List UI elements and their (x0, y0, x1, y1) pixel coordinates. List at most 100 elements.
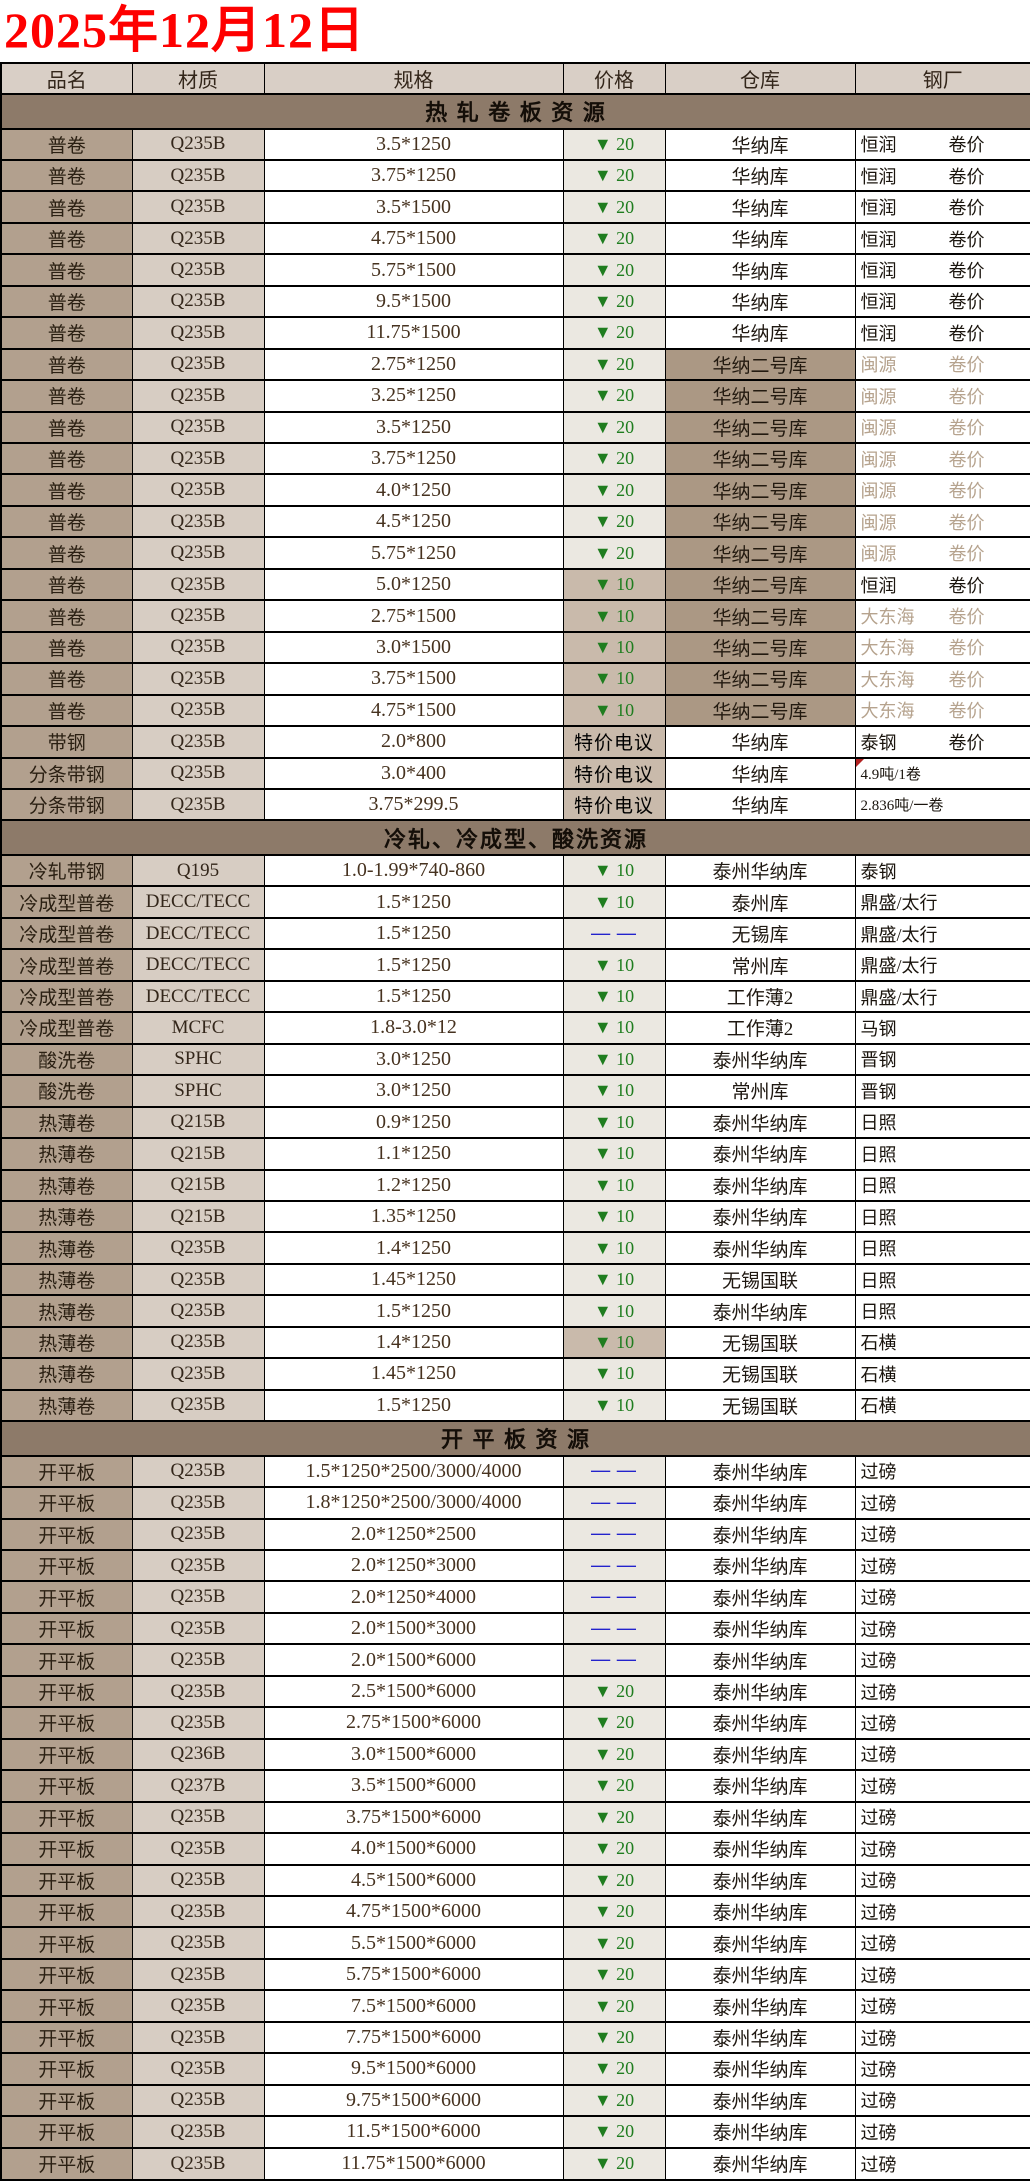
grade-cell: Q235B (131, 473, 265, 507)
warehouse-cell: 华纳二号库 (664, 599, 856, 633)
grade-cell: Q236B (131, 1737, 265, 1772)
price-cell: ▼ 10 (562, 885, 666, 919)
price-cell: ▼ 20 (562, 379, 666, 413)
table-row: 开平板 Q235B 5.75*1500*6000 ▼ 20 泰州华纳库 过磅 (0, 1957, 1030, 1992)
mill-cell: 日照 (854, 1294, 1030, 1328)
mill-cell: 石横 (854, 1388, 1030, 1423)
table-row: 普卷 Q235B 4.0*1250 ▼ 20 华纳二号库 闽源 卷价 (0, 473, 1030, 507)
warehouse-cell: 华纳库 (664, 316, 856, 350)
price-cell: ▼ 20 (562, 1957, 666, 1992)
grade-cell: Q215B (131, 1168, 265, 1202)
product-name-cell: 开平板 (0, 1706, 133, 1740)
price-cell: ▼ 20 (562, 347, 666, 382)
mill-name: 过磅 (860, 1682, 897, 1703)
grade-cell: Q235B (131, 693, 265, 728)
grade-cell: Q235B (131, 1388, 265, 1423)
spec-cell: 2.0*1500*6000 (263, 1643, 564, 1677)
spec-cell: 1.4*1250 (263, 1325, 564, 1360)
table-row: 开平板 Q235B 5.5*1500*6000 ▼ 20 泰州华纳库 过磅 (0, 1926, 1030, 1960)
mill-name: 日照 (860, 1270, 897, 1291)
grade-cell: SPHC (131, 1074, 265, 1108)
mill-cell: 恒润 卷价 (854, 127, 1030, 161)
product-name-cell: 普卷 (0, 473, 133, 507)
warehouse-cell: 泰州华纳库 (664, 1486, 856, 1520)
mill-cell: 恒润 卷价 (854, 567, 1030, 602)
warehouse-cell: 华纳库 (664, 253, 856, 287)
product-name-cell: 开平板 (0, 1769, 133, 1803)
warehouse-cell: 泰州华纳库 (664, 2115, 856, 2149)
spec-cell: 1.35*1250 (263, 1199, 564, 1234)
warehouse-cell: 泰州华纳库 (664, 1957, 856, 1992)
price-cell: ▼ 20 (562, 1769, 666, 1803)
mill-name: 恒润 (860, 135, 897, 156)
spec-cell: 1.45*1250 (263, 1262, 564, 1297)
spec-cell: 2.5*1500*6000 (263, 1674, 564, 1709)
mill-name: 马钢 (860, 1018, 897, 1039)
spec-cell: 3.75*1500 (263, 662, 564, 696)
table-row: 开平板 Q235B 7.75*1500*6000 ▼ 20 泰州华纳库 过磅 (0, 2020, 1030, 2055)
warehouse-cell: 泰州华纳库 (664, 1580, 856, 1614)
spec-cell: 1.45*1250 (263, 1357, 564, 1391)
mill-name: 恒润 (860, 166, 897, 187)
product-name-cell: 开平板 (0, 2052, 133, 2086)
mill-name: 大东海 (860, 638, 915, 659)
price-cell: ▼ 10 (562, 1388, 666, 1423)
spec-cell: 2.0*1250*3000 (263, 1548, 564, 1583)
table-row: 热薄卷 Q215B 1.1*1250 ▼ 10 泰州华纳库 日照 (0, 1137, 1030, 1171)
table-row: 开平板 Q235B 2.5*1500*6000 ▼ 20 泰州华纳库 过磅 (0, 1674, 1030, 1709)
spec-cell: 1.5*1250 (263, 885, 564, 919)
price-cell: ▼ 20 (562, 2020, 666, 2055)
warehouse-cell: 泰州华纳库 (664, 1800, 856, 1835)
product-name-cell: 开平板 (0, 1548, 133, 1583)
price-cell: ▼ 20 (562, 504, 666, 539)
spec-cell: 11.75*1500 (263, 316, 564, 350)
price-cell: ▼ 10 (562, 1231, 666, 1265)
spec-cell: 1.8*1250*2500/3000/4000 (263, 1486, 564, 1520)
grade-cell: Q235B (131, 756, 265, 791)
warehouse-cell: 泰州华纳库 (664, 1737, 856, 1772)
table-row: 普卷 Q235B 9.5*1500 ▼ 20 华纳库 恒润 卷价 (0, 284, 1030, 319)
price-cell: — — (562, 1517, 666, 1551)
grade-cell: Q235B (131, 2146, 265, 2181)
spec-cell: 5.75*1500*6000 (263, 1957, 564, 1992)
mill-cell: 日照 (854, 1199, 1030, 1234)
product-name-cell: 开平板 (0, 1863, 133, 1897)
table-row: 开平板 Q235B 2.0*1250*3000— — 泰州华纳库 过磅 (0, 1548, 1030, 1583)
spec-cell: 3.0*1250 (263, 1074, 564, 1108)
product-name-cell: 冷成型普卷 (0, 916, 133, 951)
product-name-cell: 普卷 (0, 536, 133, 570)
price-cell: ▼ 20 (562, 158, 666, 193)
grade-cell: DECC/TECC (131, 979, 265, 1014)
mill-cell: 闽源 卷价 (854, 379, 1030, 413)
section-row: 热 轧 卷 板 资 源 (0, 93, 1030, 130)
table-row: 热薄卷 Q235B 1.5*1250 ▼ 10 泰州华纳库 日照 (0, 1294, 1030, 1328)
warehouse-cell: 泰州华纳库 (664, 1137, 856, 1171)
mill-cell: 过磅 (854, 2052, 1030, 2086)
mill-name: 石横 (860, 1396, 897, 1417)
table-row: 开平板 Q235B 2.0*1500*3000— — 泰州华纳库 过磅 (0, 1611, 1030, 1646)
spec-cell: 4.75*1500*6000 (263, 1894, 564, 1929)
mill-name: 石横 (860, 1364, 897, 1385)
warehouse-cell: 泰州华纳库 (664, 1643, 856, 1677)
spec-cell: 1.8-3.0*12 (263, 1011, 564, 1045)
mill-cell: 4.9吨/1卷 (854, 756, 1030, 791)
mill-cell: 过磅 (854, 1706, 1030, 1740)
product-name-cell: 开平板 (0, 1643, 133, 1677)
mill-name: 鼎盛/太行 (860, 987, 938, 1008)
price-cell: ▼ 20 (562, 2083, 666, 2118)
spec-cell: 1.4*1250 (263, 1231, 564, 1265)
mill-cell: 闽源 卷价 (854, 473, 1030, 507)
table-row: 普卷 Q235B 4.75*1500 ▼ 20 华纳库 恒润 卷价 (0, 221, 1030, 256)
grade-cell: Q235B (131, 788, 265, 822)
table-row: 开平板 Q235B 11.5*1500*6000 ▼ 20 泰州华纳库 过磅 (0, 2115, 1030, 2149)
mill-remark: 卷价 (948, 166, 985, 187)
mill-name: 泰钢 (860, 861, 897, 882)
warehouse-cell: 华纳库 (664, 221, 856, 256)
mill-remark: 卷价 (948, 669, 985, 690)
mill-name: 鼎盛/太行 (860, 924, 938, 945)
mill-cell: 恒润 卷价 (854, 158, 1030, 193)
product-name-cell: 普卷 (0, 567, 133, 602)
grade-cell: Q235B (131, 1517, 265, 1551)
spec-cell: 9.75*1500*6000 (263, 2083, 564, 2118)
price-cell: ▼ 10 (562, 1168, 666, 1202)
